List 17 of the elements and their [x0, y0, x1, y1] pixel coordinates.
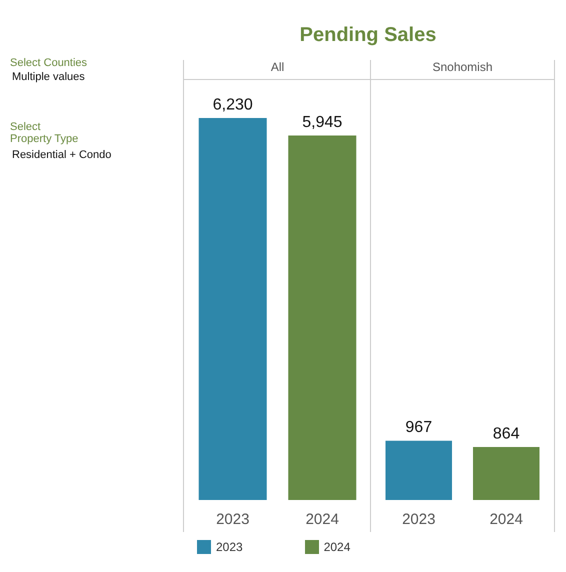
legend-label: 2024: [322, 540, 350, 554]
x-tick-label: 2023: [402, 511, 436, 528]
x-tick-label: 2024: [490, 511, 523, 528]
data-label: 967: [405, 419, 432, 436]
text: Residential + Condo: [12, 149, 112, 161]
x-tick-label: 2023: [216, 511, 250, 528]
chart-title: Pending Sales: [298, 24, 438, 47]
text: Select Property Type: [10, 121, 78, 145]
text: Select Counties: [10, 57, 88, 69]
chart-subtitle: All: [184, 60, 371, 80]
chart-subtitle: Snohomish: [371, 60, 554, 80]
data-label: 5,945: [302, 114, 342, 131]
data-label: 6,230: [212, 96, 253, 114]
x-tick-label: 2024: [306, 511, 339, 528]
legend-label: 2023: [215, 540, 243, 554]
data-label: 864: [492, 425, 520, 442]
text: Multiple values: [12, 71, 85, 83]
